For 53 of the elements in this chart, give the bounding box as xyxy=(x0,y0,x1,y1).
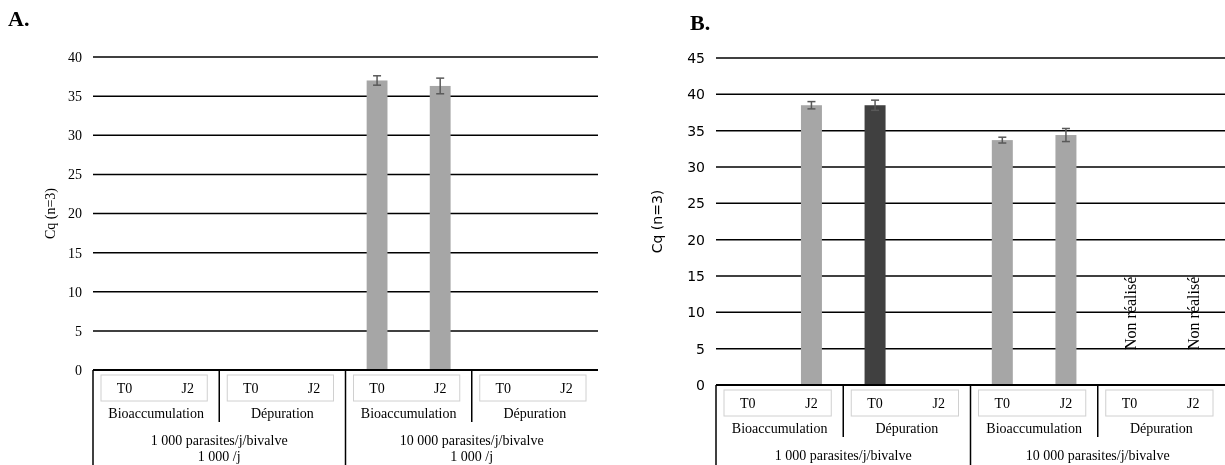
x-tick-label: J2 xyxy=(560,381,573,396)
x-tick-label: T0 xyxy=(1121,396,1138,411)
x-tick-label: J2 xyxy=(181,381,194,396)
text: 10 000 parasites/j/bivalve 1 000 /j xyxy=(399,433,544,464)
text: Non réalisé xyxy=(1185,276,1203,350)
x-tick-label: T0 xyxy=(369,381,385,396)
y-tick-label: 15 xyxy=(687,267,705,284)
x-tick-label: J2 xyxy=(1186,396,1200,411)
y-tick-label: 5 xyxy=(696,340,705,357)
y-tick-label: 35 xyxy=(68,89,82,105)
y-tick-label: 35 xyxy=(687,122,705,139)
text: Dépuration xyxy=(503,406,567,421)
text: Bioaccumulation xyxy=(731,421,828,436)
y-tick-label: 5 xyxy=(75,323,82,339)
text: Dépuration xyxy=(1129,421,1193,436)
text: Non réalisé xyxy=(1121,276,1139,350)
x-tick-label: J2 xyxy=(307,381,321,396)
y-tick-label: 25 xyxy=(68,167,82,183)
text: 1 000 parasites/j/bivalve xyxy=(774,448,912,463)
x-tick-label: T0 xyxy=(994,396,1011,411)
y-tick-label: 40 xyxy=(68,49,82,65)
x-tick-label: J2 xyxy=(433,381,447,396)
x-tick-label: T0 xyxy=(867,396,883,411)
chart-title: B. xyxy=(690,10,711,35)
x-tick-label: J2 xyxy=(932,396,945,411)
text: Bioaccumulation xyxy=(360,406,457,421)
text: Bioaccumulation xyxy=(986,421,1082,436)
x-tick-label: J2 xyxy=(1059,396,1073,411)
text: Dépuration xyxy=(250,406,314,421)
y-tick-label: 30 xyxy=(687,158,705,175)
y-tick-label: 40 xyxy=(687,86,705,103)
y-tick-label: 0 xyxy=(75,362,82,378)
y-tick-label: 15 xyxy=(68,245,82,261)
text: 1 000 parasites/j/bivalve 1 000 /j xyxy=(150,433,288,464)
text: Bioaccumulation xyxy=(108,406,204,421)
x-tick-label: T0 xyxy=(116,381,133,396)
x-tick-label: T0 xyxy=(495,381,512,396)
text: Dépuration xyxy=(875,421,939,436)
text: 10 000 parasites/j/bivalve xyxy=(1025,448,1170,463)
y-axis-title: Cq (n=3) xyxy=(649,189,665,254)
x-tick-label: J2 xyxy=(805,396,818,411)
y-tick-label: 30 xyxy=(68,128,82,144)
y-tick-label: 45 xyxy=(687,49,705,66)
y-tick-label: 20 xyxy=(68,206,82,222)
y-tick-label: 25 xyxy=(687,195,705,212)
y-tick-label: 20 xyxy=(687,231,705,248)
chart-title: A. xyxy=(8,6,30,31)
y-tick-label: 10 xyxy=(68,284,82,300)
x-tick-label: T0 xyxy=(740,396,756,411)
y-tick-label: 0 xyxy=(696,376,705,393)
x-tick-label: T0 xyxy=(243,381,259,396)
y-tick-label: 10 xyxy=(687,304,705,321)
y-axis-title: Cq (n=3) xyxy=(43,187,59,240)
